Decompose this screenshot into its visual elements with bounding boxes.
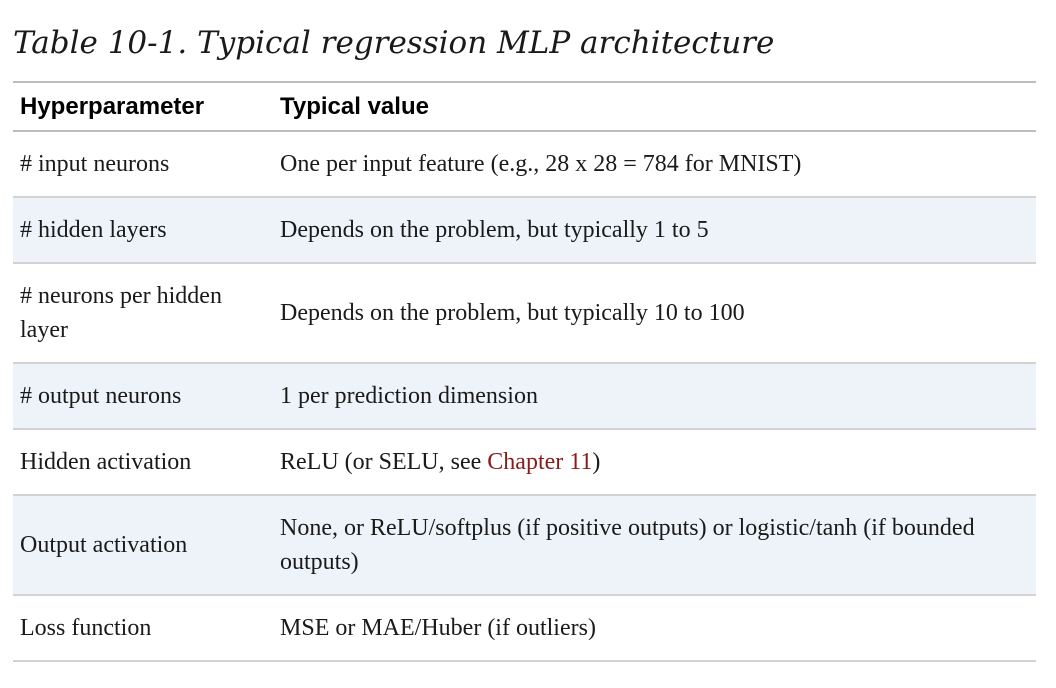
chapter-11-link[interactable]: Chapter 11	[487, 449, 593, 475]
value-text-after: )	[592, 449, 601, 475]
table-row: # hidden layers Depends on the problem, …	[13, 197, 1036, 264]
cell-hyperparameter: Loss function	[13, 595, 273, 662]
cell-typical-value: ReLU (or SELU, see Chapter 11)	[273, 429, 1036, 496]
value-text-before: ReLU (or SELU, see	[280, 449, 488, 475]
cell-hyperparameter: # input neurons	[13, 131, 273, 198]
cell-typical-value: One per input feature (e.g., 28 x 28 = 7…	[273, 131, 1036, 198]
cell-hyperparameter: Hidden activation	[13, 429, 273, 496]
hyperparameter-table: Hyperparameter Typical value # input neu…	[13, 81, 1036, 662]
table-row: Hidden activation ReLU (or SELU, see Cha…	[13, 429, 1036, 496]
table-row: # input neurons One per input feature (e…	[13, 131, 1036, 198]
table-row: Output activation None, or ReLU/softplus…	[13, 495, 1036, 596]
table-row: # neurons per hidden layer Depends on th…	[13, 263, 1036, 364]
table-header-row: Hyperparameter Typical value	[13, 81, 1036, 132]
table-row: # output neurons 1 per prediction dimens…	[13, 363, 1036, 430]
table-row: Loss function MSE or MAE/Huber (if outli…	[13, 595, 1036, 662]
cell-typical-value: Depends on the problem, but typically 1 …	[273, 197, 1036, 264]
cell-typical-value: None, or ReLU/softplus (if positive outp…	[273, 495, 1036, 596]
column-header-hyperparameter: Hyperparameter	[13, 81, 273, 132]
cell-typical-value: 1 per prediction dimension	[273, 363, 1036, 430]
cell-typical-value: MSE or MAE/Huber (if outliers)	[273, 595, 1036, 662]
cell-hyperparameter: # neurons per hidden layer	[13, 263, 273, 364]
table-caption: Table 10-1. Typical regression MLP archi…	[13, 25, 775, 61]
cell-hyperparameter: # output neurons	[13, 363, 273, 430]
cell-typical-value: Depends on the problem, but typically 10…	[273, 263, 1036, 364]
cell-hyperparameter: # hidden layers	[13, 197, 273, 264]
cell-hyperparameter: Output activation	[13, 495, 273, 596]
column-header-typical-value: Typical value	[273, 81, 1036, 132]
